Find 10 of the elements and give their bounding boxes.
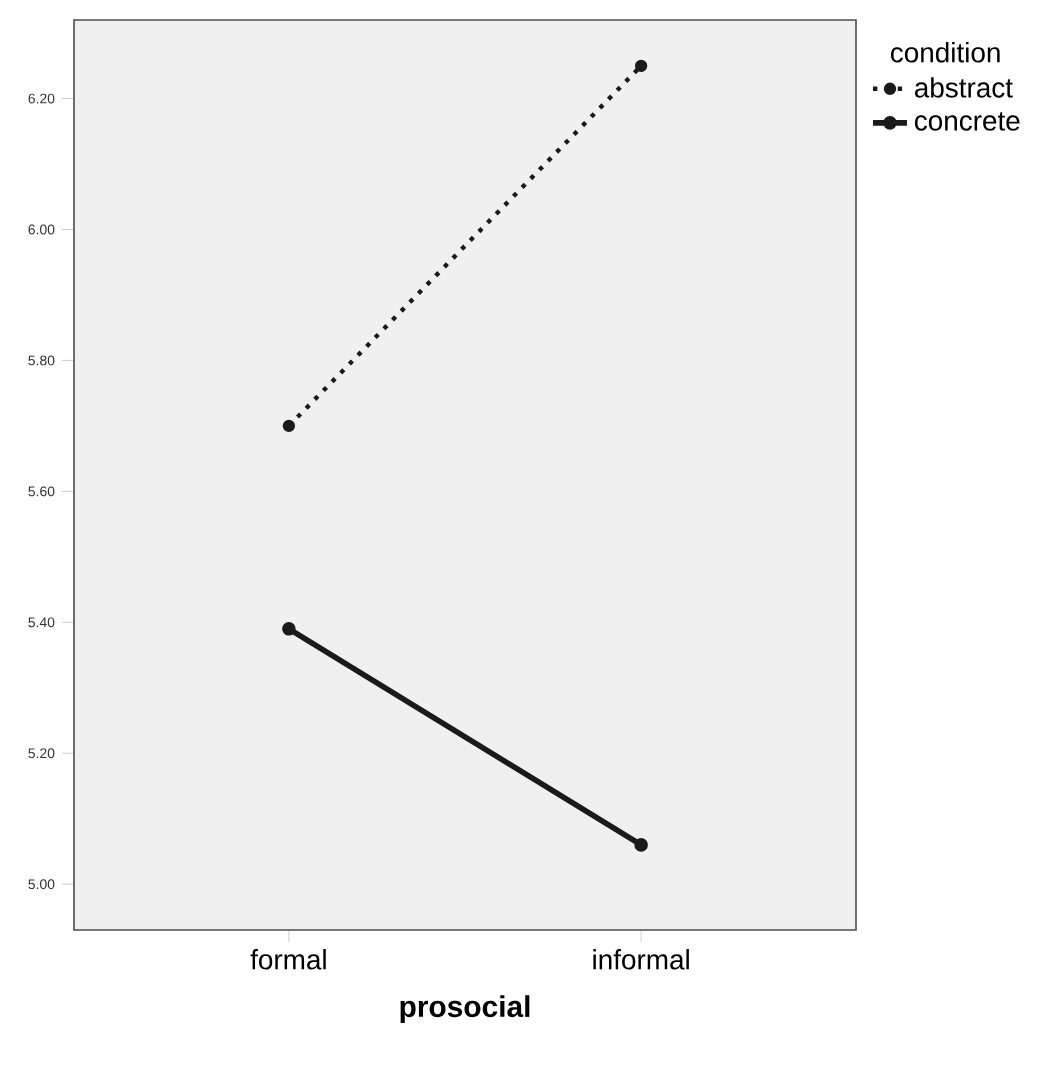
legend-title: condition [890, 42, 1000, 63]
point [634, 59, 648, 72]
point [282, 622, 296, 636]
point [634, 838, 648, 852]
x-tick-label: formal [250, 949, 326, 970]
x-tick-label: informal [593, 949, 689, 970]
legend-label: concrete [914, 112, 1020, 131]
x-axis-title: prosocial [400, 995, 530, 1024]
point [282, 419, 296, 433]
legend-label: abstract [914, 77, 1013, 98]
